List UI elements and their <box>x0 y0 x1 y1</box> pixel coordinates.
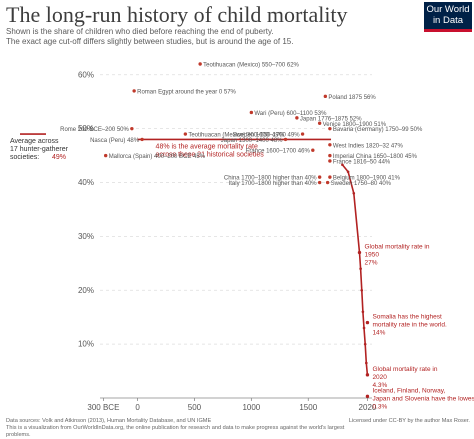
historical-point-label: Sweden 1600–1700 49% <box>233 133 301 139</box>
footer-sources-line-2: This is a visualization from OurWorldInD… <box>6 425 345 438</box>
global-mortality-point <box>363 342 367 346</box>
historical-point <box>130 126 134 131</box>
historical-point <box>328 143 332 147</box>
global-mortality-point <box>341 163 344 167</box>
global-mortality-line <box>341 164 369 375</box>
owid-logo[interactable]: Our World in Data <box>424 2 472 32</box>
annotation-label: Global mortality rate in <box>372 366 437 373</box>
global-mortality-point <box>346 170 350 174</box>
annotation-label: Japan and Slovenia have the lowest morta… <box>372 395 474 402</box>
global-mortality-point <box>359 267 362 271</box>
historical-point-label: Venice 1800–1900 51% <box>323 122 387 128</box>
historical-point <box>132 89 136 93</box>
historical-point <box>323 94 328 99</box>
historical-point <box>311 148 315 152</box>
historical-point-label: Italy 1700–1800 higher than 40% <box>229 181 318 187</box>
x-tick-label: 0 <box>135 403 140 412</box>
historical-point <box>295 116 299 120</box>
annotation-label: mortality rate in the world. <box>372 322 447 329</box>
y-tick-label: 10% <box>78 340 94 349</box>
historical-point-label: Imperial China 1650–1800 45% <box>333 154 418 160</box>
hunter-gatherer-label: societies: <box>10 154 39 161</box>
annotation-label: Somalia has the highest <box>372 314 442 321</box>
historical-point-label: Sweden 1750–80 40% <box>331 181 392 187</box>
historical-point <box>328 175 332 179</box>
historical-point-label: Belgium 1800–1900 41% <box>333 176 401 182</box>
historical-point <box>328 153 332 158</box>
historical-point <box>328 159 332 163</box>
historical-point <box>317 180 322 185</box>
annotation-point <box>365 394 370 399</box>
y-tick-label: 60% <box>78 70 94 79</box>
historical-point-label: Mallorca (Spain) 400–200 BCE 45% <box>109 154 206 160</box>
annotation-value-label: 4.3% <box>372 382 387 389</box>
x-tick-label: 500 <box>188 403 202 412</box>
annotation-label: 1950 <box>364 252 379 259</box>
y-tick-label: 20% <box>78 286 94 295</box>
footer-sources: Data sources: Volk and Atkinson (2013), … <box>6 418 366 439</box>
annotation-value-label: 0.3% <box>372 403 387 410</box>
hunter-gatherer-label: 17 hunter-gatherer <box>10 146 69 153</box>
subtitle-line-1: Shown is the share of children who died … <box>6 27 274 36</box>
subtitle-line-2: The exact age cut-off differs slightly b… <box>6 36 294 46</box>
historical-point <box>140 137 144 142</box>
historical-point <box>103 153 108 158</box>
chart-subtitle: Shown is the share of children who died … <box>6 27 406 46</box>
y-tick-label: 40% <box>78 178 94 187</box>
historical-point-label: France 1600–1700 46% <box>246 149 311 155</box>
historical-point-label: Roman Egypt around the year 0 57% <box>137 89 236 95</box>
footer-sources-line-1: Data sources: Volk and Atkinson (2013), … <box>6 418 212 424</box>
annotation-point <box>365 373 370 377</box>
historical-point <box>328 126 332 131</box>
historical-point-label: Japan 1776–1875 52% <box>300 116 362 122</box>
historical-point <box>183 132 188 136</box>
y-tick-label: 50% <box>78 124 94 133</box>
hunter-gatherer-label: Average across <box>10 138 59 145</box>
global-mortality-point <box>360 288 364 292</box>
hunter-gatherer-value-label: 49% <box>52 154 66 161</box>
global-mortality-point <box>365 361 368 365</box>
historical-point <box>283 137 288 142</box>
historical-average-label: 48% is the average mortality rate <box>156 143 258 150</box>
x-tick-label: 1000 <box>242 403 260 412</box>
y-tick-label: 30% <box>78 232 94 241</box>
historical-average-label: across these 21 historical societies <box>156 151 265 158</box>
historical-point <box>325 180 330 185</box>
historical-point-label: West Indies 1820–32 47% <box>333 143 404 149</box>
historical-point <box>317 175 322 179</box>
logo-line-1: Our World <box>426 4 470 15</box>
annotation-value-label: 27% <box>364 260 377 267</box>
chart-title: The long-run history of child mortality <box>6 2 348 27</box>
historical-point-label: Wari (Peru) 600–1100 53% <box>254 111 327 117</box>
global-mortality-point <box>362 326 366 330</box>
annotation-value-label: 14% <box>372 330 385 337</box>
x-tick-label: 300 BCE <box>87 403 119 412</box>
historical-point-label: Japan 1300–1400 48% <box>221 138 283 144</box>
annotation-label: Global mortality rate in <box>364 244 429 251</box>
historical-point-label: Bavaria (Germany) 1750–99 50% <box>333 127 423 133</box>
historical-point-label: Teotihuacan (Mexico) 550–700 62% <box>203 63 299 69</box>
footer-license: Licensed under CC-BY by the author Max R… <box>348 418 470 424</box>
logo-line-2: in Data <box>432 15 464 26</box>
historical-point-label: France 1816–50 44% <box>333 159 391 165</box>
historical-point <box>317 121 322 125</box>
historical-point <box>198 62 202 66</box>
x-tick-label: 1500 <box>299 403 317 412</box>
historical-point-label: Nasca (Peru) 48% <box>90 138 140 144</box>
historical-point-label: Teotihuacan (Mexico) 300–550 49% <box>188 133 284 139</box>
historical-point-label: China 1700–1800 higher than 40% <box>224 176 317 182</box>
x-tick-label: 2020 <box>359 403 377 412</box>
historical-point <box>300 132 305 136</box>
annotation-label: 2020 <box>372 374 387 381</box>
historical-point-label: Poland 1875 56% <box>328 95 376 101</box>
historical-point-label: Rome 200 BCE–200 50% <box>60 127 129 133</box>
annotation-point <box>365 320 370 325</box>
global-mortality-point <box>352 191 356 195</box>
historical-point <box>249 110 254 115</box>
annotation-point <box>357 250 362 255</box>
global-mortality-point <box>361 310 365 314</box>
annotation-label: Iceland, Finland, Norway, <box>372 387 445 394</box>
